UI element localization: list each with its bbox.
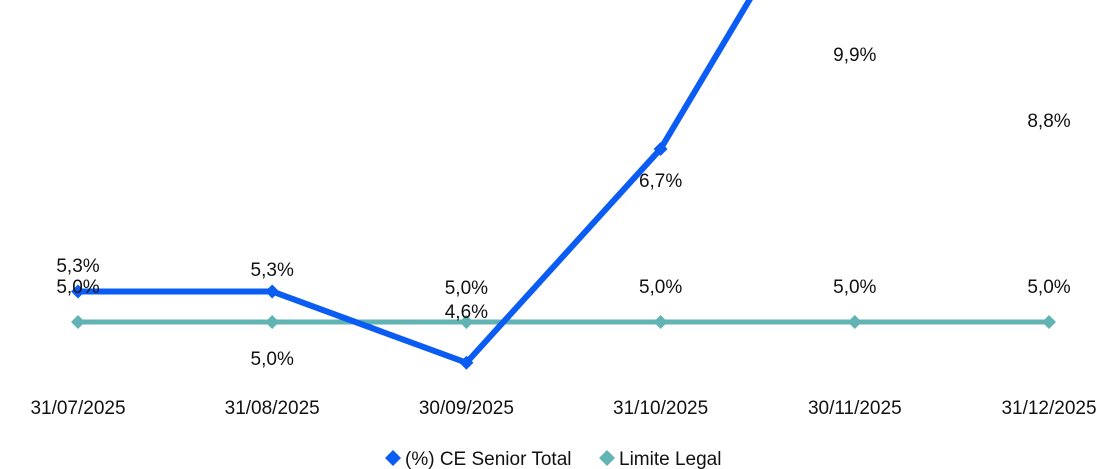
x-tick-label: 31/07/2025 (30, 398, 125, 419)
legend-item-ce-senior: (%) CE Senior Total (385, 449, 572, 469)
limite-legal-data-label: 5,0% (445, 278, 488, 299)
legend: (%) CE Senior Total Limite Legal (385, 449, 721, 469)
limite-legal-data-label: 5,0% (251, 349, 294, 370)
ce-senior-point (653, 141, 668, 156)
legend-item-limite-legal: Limite Legal (599, 449, 721, 469)
x-tick-label: 31/08/2025 (225, 398, 320, 419)
legend-label: Limite Legal (619, 449, 721, 469)
x-tick-label: 30/09/2025 (419, 398, 514, 419)
ce-senior-data-label: 8,8% (1027, 111, 1070, 132)
limite-legal-point (847, 315, 862, 329)
ce-senior-point (71, 284, 85, 299)
legend-marker (385, 450, 401, 466)
limite-legal-point (459, 315, 474, 329)
ce-senior-point (459, 355, 474, 370)
ce-senior-data-label: 5,3% (251, 260, 294, 281)
x-tick-label: 30/11/2025 (808, 398, 902, 419)
ce-senior-data-label: 6,7% (639, 171, 682, 192)
ce-senior-line (75, 0, 753, 366)
x-tick-label: 31/12/2025 (1001, 398, 1096, 419)
limite-legal-point (265, 315, 280, 329)
ce-senior-data-label: 9,9% (833, 45, 876, 66)
x-axis-labels: 31/07/2025 31/08/2025 30/09/2025 31/10/2025… (30, 398, 1096, 419)
legend-marker (599, 450, 615, 466)
limite-legal-point (1042, 315, 1056, 329)
ce-senior-data-label: 4,6% (445, 302, 488, 323)
limite-legal-data-label: 5,0% (639, 277, 682, 298)
limite-legal-point (71, 315, 85, 329)
limite-legal-point (653, 315, 668, 329)
legend-label: (%) CE Senior Total (405, 449, 572, 469)
ce-senior-point (265, 284, 280, 299)
ce-senior-data-label: 5,3% (56, 256, 99, 277)
x-tick-label: 31/10/2025 (613, 398, 708, 419)
series-1 (71, 315, 1056, 329)
series-0 (71, 0, 753, 370)
series-layer: 5,3% 5,3% 4,6% 6,7% 9,9% 8,8% 5,0% 5,0% 5,0% 5,0%… (56, 0, 1071, 370)
limite-legal-data-label: 5,0% (833, 277, 876, 298)
limite-legal-data-label: 5,0% (56, 277, 99, 298)
limite-legal-data-label: 5,0% (1027, 277, 1070, 298)
